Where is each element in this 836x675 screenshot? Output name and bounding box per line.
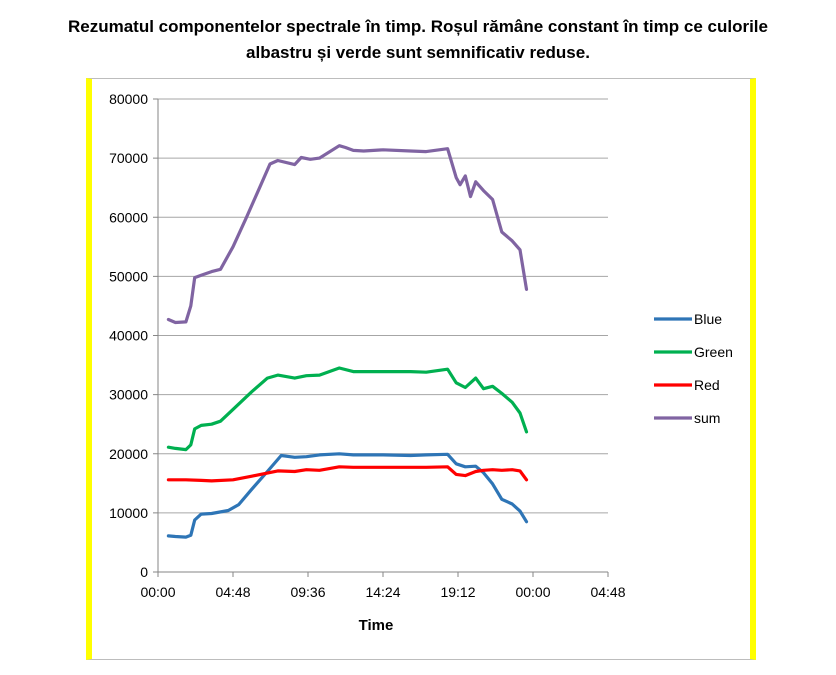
series-lines	[166, 144, 529, 539]
gridlines	[158, 98, 608, 514]
y-tick-label: 80000	[109, 91, 148, 107]
y-tick-label: 10000	[109, 505, 148, 521]
line-chart: 0 10000 20000 30000 40000 50000 60000 70000 8000…	[109, 91, 733, 634]
x-tick-label: 09:36	[290, 584, 325, 600]
x-tick-label: 14:24	[365, 584, 400, 600]
legend-label-green: Green	[694, 344, 733, 360]
axes: 0 10000 20000 30000 40000 50000 60000 70000 8000…	[109, 91, 626, 600]
x-tick-label: 00:00	[140, 584, 175, 600]
legend-label-red: Red	[694, 377, 720, 393]
chart-frame: 0 10000 20000 30000 40000 50000 60000 70000 8000…	[86, 78, 756, 660]
y-tick-label: 20000	[109, 446, 148, 462]
series-line-sum	[166, 144, 529, 325]
legend: Blue Green Red sum	[654, 311, 733, 426]
series-line-blue	[166, 452, 529, 539]
x-tick-label: 04:48	[590, 584, 625, 600]
x-tick-label: 19:12	[440, 584, 475, 600]
y-tick-label: 0	[140, 564, 148, 580]
x-tick-label: 00:00	[515, 584, 550, 600]
y-tick-label: 50000	[109, 268, 148, 284]
y-tick-label: 30000	[109, 387, 148, 403]
caption-line-1: Rezumatul componentelor spectrale în tim…	[68, 17, 768, 36]
legend-label-sum: sum	[694, 410, 720, 426]
series-line-red	[166, 465, 529, 483]
chart-caption: Rezumatul componentelor spectrale în tim…	[0, 14, 836, 66]
series-line-green	[166, 366, 529, 452]
x-axis-title: Time	[359, 617, 394, 634]
legend-label-blue: Blue	[694, 311, 722, 327]
y-tick-label: 70000	[109, 150, 148, 166]
x-tick-label: 04:48	[215, 584, 250, 600]
y-tick-label: 40000	[109, 328, 148, 344]
y-tick-label: 60000	[109, 209, 148, 225]
caption-line-2: albastru și verde sunt semnificativ redu…	[246, 43, 590, 62]
